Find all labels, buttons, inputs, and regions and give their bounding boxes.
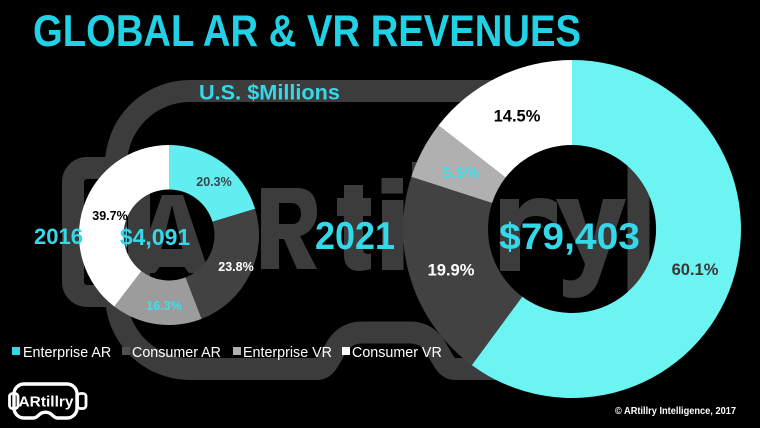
- svg-text:14.5%: 14.5%: [494, 108, 541, 126]
- svg-text:$79,403: $79,403: [499, 216, 640, 257]
- svg-text:Enterprise VR: Enterprise VR: [243, 345, 332, 361]
- svg-text:Consumer AR: Consumer AR: [132, 345, 221, 361]
- svg-text:U.S. $Millions: U.S. $Millions: [199, 81, 340, 105]
- svg-text:2021: 2021: [315, 215, 395, 258]
- svg-text:© ARtillry Intelligence, 2017: © ARtillry Intelligence, 2017: [615, 405, 736, 417]
- svg-text:Consumer VR: Consumer VR: [352, 345, 442, 361]
- svg-text:23.8%: 23.8%: [218, 260, 253, 274]
- svg-text:19.9%: 19.9%: [428, 262, 475, 280]
- svg-text:39.7%: 39.7%: [92, 209, 127, 223]
- svg-text:5.5%: 5.5%: [443, 165, 479, 182]
- svg-text:60.1%: 60.1%: [672, 261, 719, 279]
- svg-text:20.3%: 20.3%: [196, 175, 231, 189]
- svg-text:ARtillry: ARtillry: [19, 395, 74, 411]
- svg-text:16.3%: 16.3%: [146, 299, 181, 313]
- svg-text:GLOBAL AR & VR REVENUES: GLOBAL AR & VR REVENUES: [33, 7, 581, 56]
- svg-text:Enterprise AR: Enterprise AR: [23, 345, 111, 361]
- svg-text:$4,091: $4,091: [120, 224, 191, 250]
- svg-text:2016: 2016: [34, 224, 83, 249]
